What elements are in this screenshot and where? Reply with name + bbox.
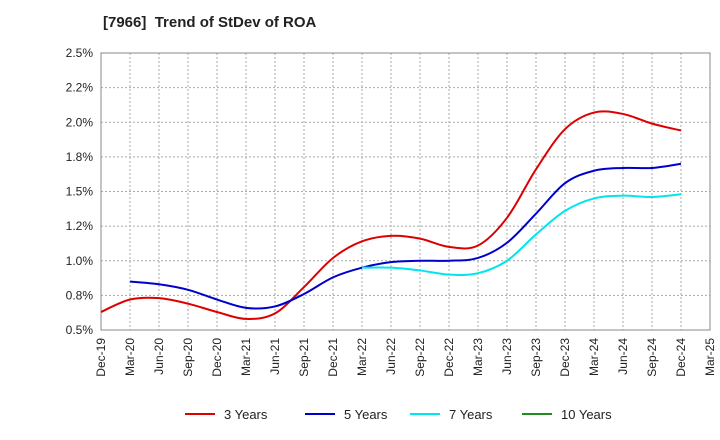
y-tick-label: 0.8% bbox=[66, 288, 94, 302]
legend: 3 Years 5 Years 7 Years 10 Years bbox=[185, 407, 612, 422]
x-tick-label: Dec-21 bbox=[326, 338, 340, 377]
x-tick-label: Dec-23 bbox=[558, 338, 572, 377]
x-axis-ticks: Dec-19 Mar-20 Jun-20 Sep-20 Dec-20 Mar-21 Jun-… bbox=[94, 338, 717, 377]
x-tick-label: Sep-20 bbox=[181, 338, 195, 377]
series-line-7-years bbox=[361, 193, 682, 276]
x-tick-label: Mar-21 bbox=[239, 338, 253, 376]
legend-label-5-years: 5 Years bbox=[344, 407, 388, 422]
y-tick-label: 1.0% bbox=[66, 254, 94, 268]
series-line-5-years bbox=[129, 162, 682, 310]
legend-label-10-years: 10 Years bbox=[561, 407, 612, 422]
x-tick-label: Jun-24 bbox=[616, 338, 630, 375]
y-tick-label: 1.2% bbox=[66, 219, 94, 233]
x-tick-label: Mar-24 bbox=[587, 338, 601, 376]
x-tick-label: Jun-20 bbox=[152, 338, 166, 375]
chart-title: [7966] Trend of StDev of ROA bbox=[103, 14, 317, 31]
x-tick-label: Mar-22 bbox=[355, 338, 369, 376]
x-tick-label: Jun-21 bbox=[268, 338, 282, 375]
x-tick-label: Jun-23 bbox=[500, 338, 514, 375]
x-tick-label: Dec-22 bbox=[442, 338, 456, 377]
y-tick-label: 1.8% bbox=[66, 150, 94, 164]
x-tick-label: Dec-20 bbox=[210, 338, 224, 377]
x-tick-label: Dec-19 bbox=[94, 338, 108, 377]
y-tick-label: 0.5% bbox=[66, 323, 94, 337]
x-tick-label: Sep-24 bbox=[645, 338, 659, 377]
y-tick-label: 2.0% bbox=[66, 115, 94, 129]
legend-label-3-years: 3 Years bbox=[224, 407, 268, 422]
series-lines bbox=[100, 110, 682, 320]
legend-label-7-years: 7 Years bbox=[449, 407, 493, 422]
y-tick-label: 1.5% bbox=[66, 185, 94, 199]
x-tick-label: Sep-21 bbox=[297, 338, 311, 377]
x-tick-label: Mar-23 bbox=[471, 338, 485, 376]
x-tick-label: Sep-23 bbox=[529, 338, 543, 377]
x-tick-label: Jun-22 bbox=[384, 338, 398, 375]
x-tick-label: Sep-22 bbox=[413, 338, 427, 377]
y-tick-label: 2.2% bbox=[66, 81, 94, 95]
series-line-3-years bbox=[100, 110, 682, 320]
y-tick-label: 2.5% bbox=[66, 46, 94, 60]
x-tick-label: Mar-20 bbox=[123, 338, 137, 376]
y-axis-ticks: 0.5% 0.8% 1.0% 1.2% 1.5% 1.8% 2.0% 2.2% 2.5% bbox=[66, 46, 94, 337]
x-tick-label: Mar-25 bbox=[703, 338, 717, 376]
plot-border bbox=[100, 52, 711, 331]
x-tick-label: Dec-24 bbox=[674, 338, 688, 377]
